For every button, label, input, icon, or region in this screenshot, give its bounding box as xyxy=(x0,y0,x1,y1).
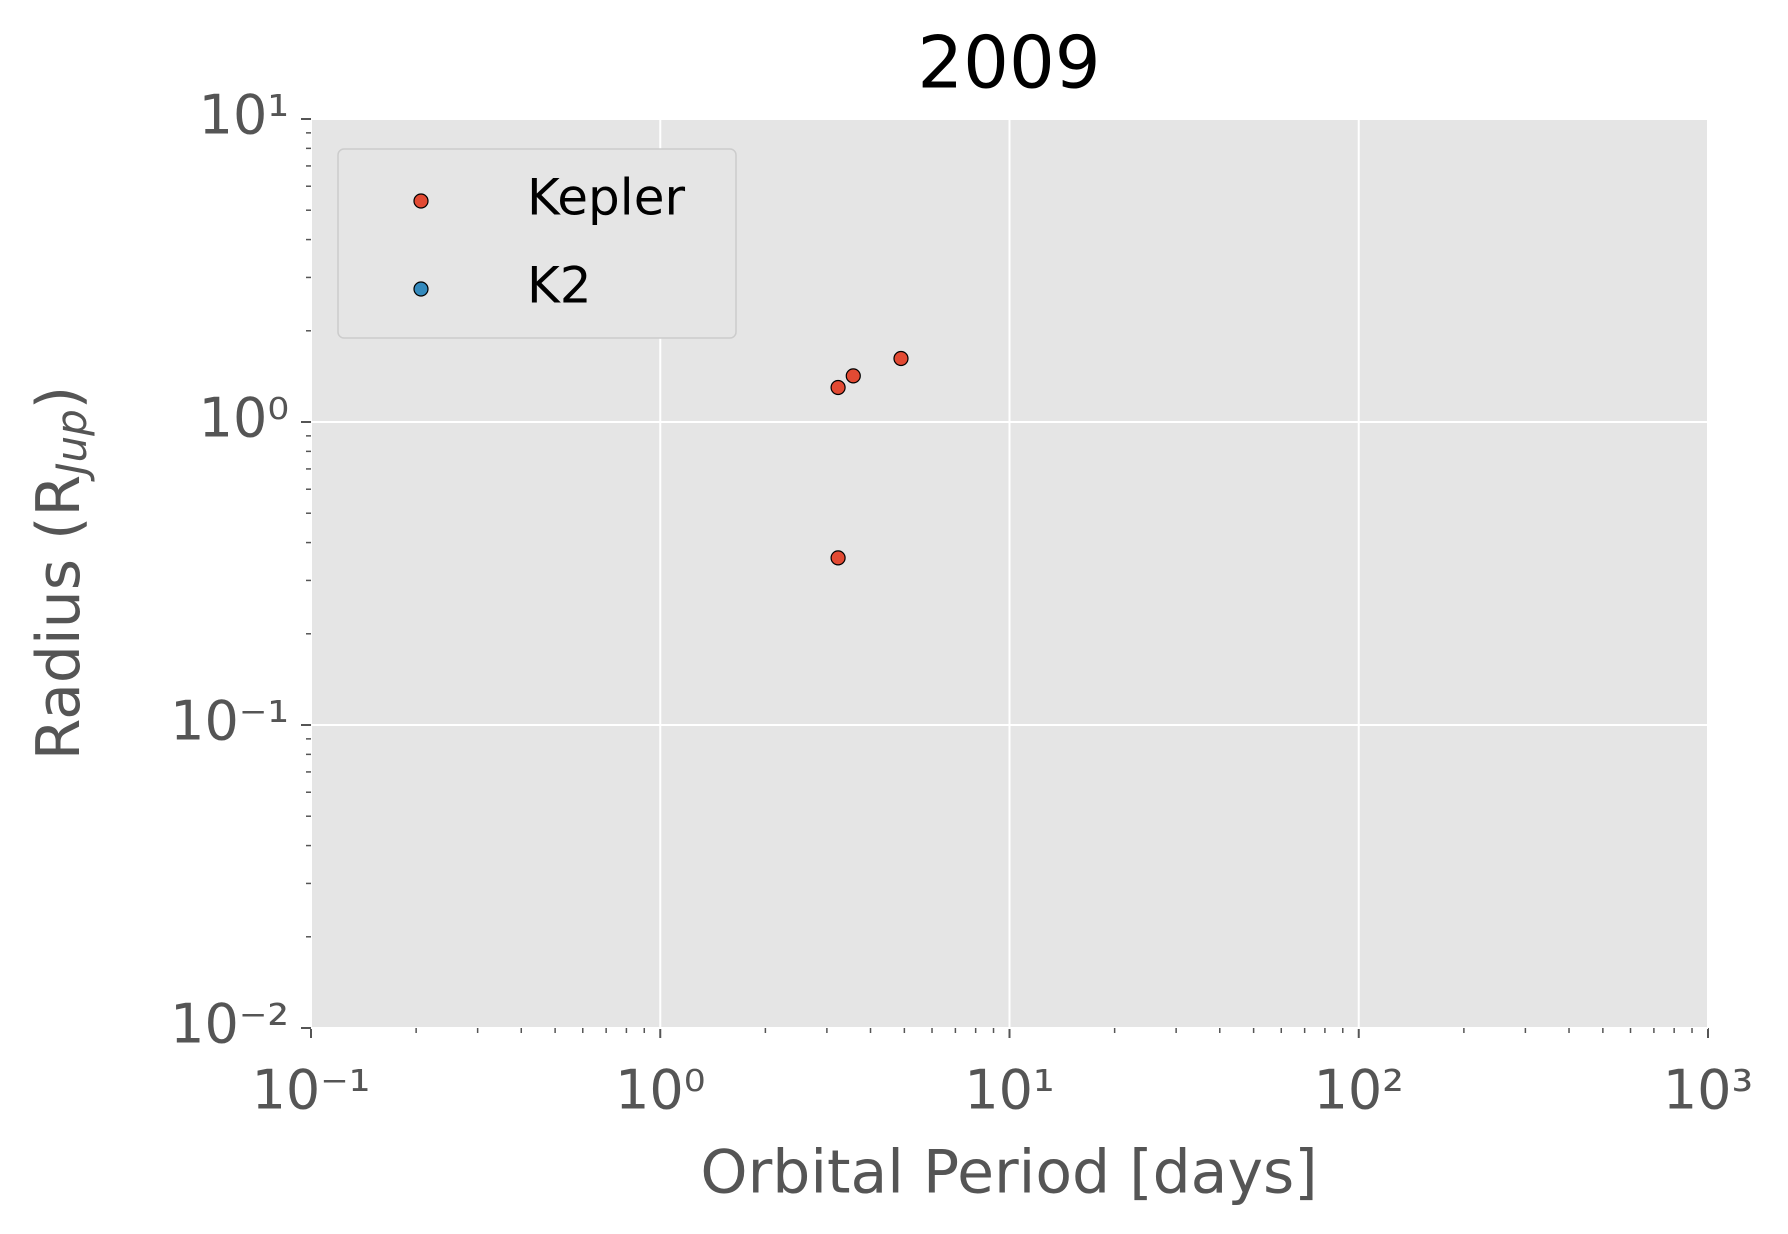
y-tick-label: 10⁻¹ xyxy=(170,690,289,753)
point xyxy=(845,368,861,384)
y-axis-label-text: ) xyxy=(24,386,94,409)
point xyxy=(830,550,846,566)
x-tick-label: 10¹ xyxy=(964,1059,1054,1122)
legend-label: Kepler xyxy=(527,169,685,227)
chart-title: 2009 xyxy=(917,21,1100,105)
y-axis-label-text: Radius (R xyxy=(24,475,94,760)
point xyxy=(893,350,909,367)
x-axis-label: Orbital Period [days] xyxy=(700,1138,1317,1208)
legend-marker xyxy=(413,281,429,297)
y-axis-label: Radius (RJup) xyxy=(24,386,96,760)
x-tick-label: 10³ xyxy=(1663,1059,1753,1122)
point xyxy=(830,379,846,396)
marks xyxy=(830,350,909,566)
legend-frame xyxy=(337,148,737,339)
x-tick-label: 10⁻¹ xyxy=(252,1059,371,1122)
x-tick-label: 10² xyxy=(1314,1059,1404,1122)
y-axis-label-subscript: Jup xyxy=(47,409,96,482)
x-tick-label: 10⁰ xyxy=(615,1059,705,1122)
legend-label: K2 xyxy=(527,257,592,315)
y-tick-label: 10⁰ xyxy=(199,387,289,450)
y-tick-label: 10¹ xyxy=(199,84,289,147)
legend: Kepler K2 xyxy=(337,148,737,339)
legend-marker xyxy=(413,193,429,209)
y-tick-label: 10⁻² xyxy=(170,993,289,1056)
